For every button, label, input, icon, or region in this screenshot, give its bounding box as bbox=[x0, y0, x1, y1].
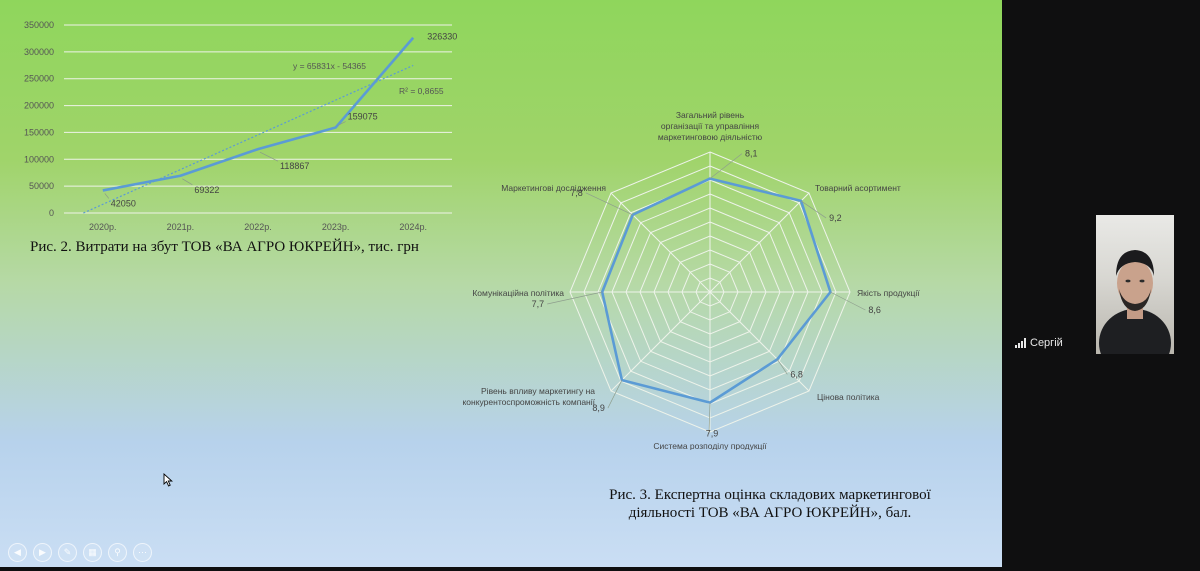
sales-expenses-line-chart: 0 50000 100000 150000 200000 250000 300000 3500… bbox=[24, 20, 457, 232]
participant-video-tile[interactable] bbox=[1096, 215, 1174, 354]
trendline-equation: y = 65831x - 54365 bbox=[293, 61, 366, 71]
value-leader bbox=[800, 200, 827, 219]
radar-value-label: 8,1 bbox=[745, 149, 758, 159]
y-tick-label: 350000 bbox=[24, 20, 54, 30]
y-tick-label: 150000 bbox=[24, 127, 54, 137]
radar-spoke bbox=[610, 291, 711, 392]
trendline bbox=[83, 64, 414, 214]
radar-value-label: 8,6 bbox=[868, 305, 881, 315]
y-tick-label: 50000 bbox=[29, 181, 54, 191]
data-label: 42050 bbox=[111, 198, 136, 208]
data-label: 69322 bbox=[194, 185, 219, 195]
data-label-leader bbox=[182, 178, 193, 186]
value-leader bbox=[709, 153, 743, 179]
participant-video-icon bbox=[1099, 250, 1171, 354]
y-tick-label: 250000 bbox=[24, 74, 54, 84]
figure-3-caption-line-1: Рис. 3. Експертна оцінка складових марке… bbox=[609, 487, 931, 503]
signal-strength-icon bbox=[1015, 338, 1026, 348]
radar-category-label: Маркетингові дослідження bbox=[501, 183, 606, 193]
trendline-r2: R² = 0,8655 bbox=[399, 86, 444, 96]
previous-slide-icon[interactable]: ◀ bbox=[8, 543, 27, 562]
value-leader bbox=[547, 291, 603, 305]
y-tick-label: 100000 bbox=[24, 154, 54, 164]
radar-category-label: Товарний асортимент bbox=[815, 183, 901, 193]
value-leader bbox=[607, 379, 623, 409]
grid-view-icon[interactable]: ▦ bbox=[83, 543, 102, 562]
x-tick-label: 2022р. bbox=[244, 222, 272, 232]
radar-value-label: 6,8 bbox=[790, 369, 803, 379]
next-slide-icon[interactable]: ▶ bbox=[33, 543, 52, 562]
data-label: 326330 bbox=[427, 32, 457, 42]
value-leader bbox=[777, 359, 788, 375]
radar-value-label: 8,9 bbox=[592, 403, 605, 413]
participant-name-label: Сергій bbox=[1015, 337, 1063, 349]
radar-spoke bbox=[709, 291, 810, 392]
series-line bbox=[102, 36, 415, 192]
x-tick-label: 2020р. bbox=[89, 222, 117, 232]
radar-category-label: Цінова політика bbox=[817, 392, 880, 402]
x-tick-label: 2023р. bbox=[322, 222, 350, 232]
x-tick-label: 2021р. bbox=[167, 222, 195, 232]
radar-category-label: Якість продукції bbox=[857, 288, 920, 298]
y-tick-label: 200000 bbox=[24, 101, 54, 111]
zoom-icon[interactable]: ⚲ bbox=[108, 543, 127, 562]
radar-category-label: Загальний рівень організації та управлінн… bbox=[658, 110, 763, 142]
y-tick-label: 300000 bbox=[24, 47, 54, 57]
y-tick-label: 0 bbox=[49, 208, 54, 218]
pen-icon[interactable]: ✎ bbox=[58, 543, 77, 562]
mouse-cursor-icon bbox=[163, 473, 173, 487]
data-label-leader bbox=[104, 193, 110, 199]
radar-value-label: 7,9 bbox=[706, 429, 719, 439]
data-label: 159075 bbox=[348, 112, 378, 122]
figure-2-caption: Рис. 2. Витрати на збут ТОВ «ВА АГРО ЮКР… bbox=[30, 239, 419, 255]
value-leader bbox=[830, 291, 866, 311]
more-options-icon[interactable]: ⋯ bbox=[133, 543, 152, 562]
radar-value-label: 7,7 bbox=[532, 299, 545, 309]
radar-category-label: Рівень впливу маркетингу на конкурентоспр… bbox=[462, 386, 595, 407]
presentation-slide: 0 50000 100000 150000 200000 250000 300000 3500… bbox=[0, 0, 1002, 567]
radar-value-label: 9,2 bbox=[829, 213, 842, 223]
participant-name: Сергій bbox=[1030, 337, 1063, 349]
value-leader bbox=[708, 402, 711, 434]
marketing-assessment-radar-chart: 8,1 9,2 8,6 6,8 7,9 8,9 7,7 7,8 Загальний рівен… bbox=[462, 110, 920, 450]
value-leader bbox=[585, 192, 633, 216]
data-label: 118867 bbox=[280, 161, 309, 171]
radar-spoke bbox=[709, 192, 810, 293]
x-tick-label: 2024р. bbox=[399, 222, 427, 232]
radar-category-label: Система розподілу продукції bbox=[653, 441, 767, 450]
data-label-leader bbox=[259, 151, 279, 162]
slideshow-toolbar: ◀ ▶ ✎ ▦ ⚲ ⋯ bbox=[8, 543, 152, 562]
radar-category-label: Комунікаційна політика bbox=[472, 288, 564, 298]
radar-value-label: 7,8 bbox=[570, 188, 583, 198]
figure-3-caption-line-2: діяльності ТОВ «ВА АГРО ЮКРЕЙН», бал. bbox=[628, 505, 912, 521]
data-label-leader bbox=[337, 121, 346, 126]
radar-spoke bbox=[610, 192, 711, 293]
figure-3-caption: Рис. 3. Експертна оцінка складових марке… bbox=[560, 486, 980, 522]
